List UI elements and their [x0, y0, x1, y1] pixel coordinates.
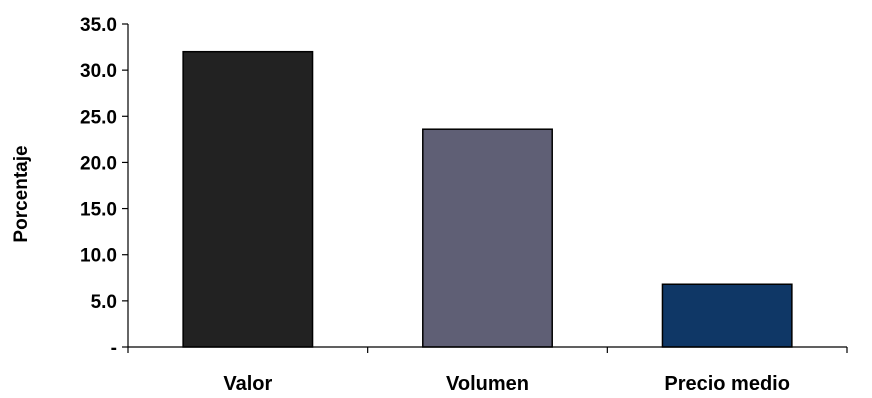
bars: [182, 50, 793, 348]
y-axis-title-group: Porcentaje: [11, 145, 32, 242]
y-tick-label: 35.0: [80, 15, 117, 36]
y-tick-label: -: [111, 338, 117, 359]
x-category-label: Volumen: [446, 373, 529, 393]
y-tick-label: 15.0: [80, 200, 117, 221]
y-axis-title: Porcentaje: [11, 145, 32, 242]
bar-volumen: [422, 128, 553, 348]
bar-valor: [182, 50, 314, 348]
bar-precio-medio: [661, 283, 793, 348]
x-category-label: Valor: [223, 373, 272, 393]
y-tick-label: 30.0: [80, 61, 117, 82]
y-tick-label: 10.0: [80, 246, 117, 267]
y-axis: - 5.0 10.0 15.0 20.0 25.0 30.0 35.0: [80, 15, 129, 359]
x-axis: Valor Volumen Precio medio: [127, 346, 848, 395]
y-tick-label: 5.0: [91, 292, 117, 313]
y-tick-label: 25.0: [80, 107, 117, 128]
x-category-label: Precio medio: [664, 373, 790, 393]
y-tick-label: 20.0: [80, 153, 117, 174]
